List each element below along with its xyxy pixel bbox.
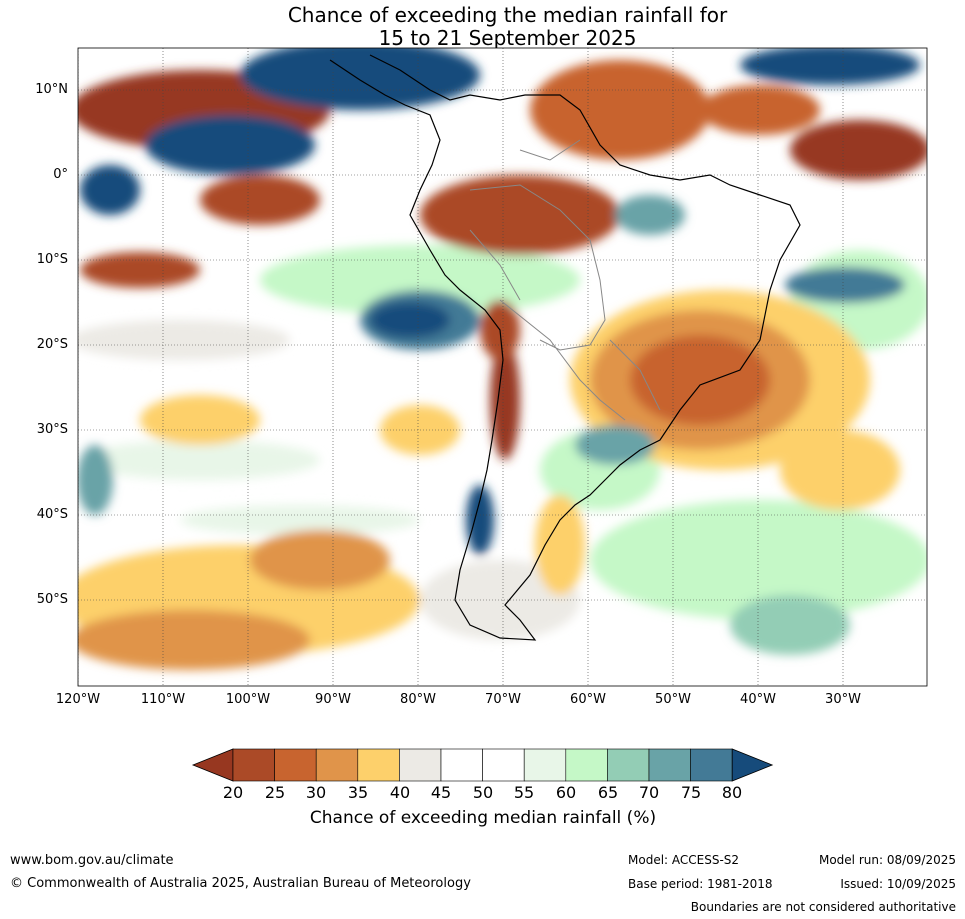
cbar-tick-60: 60 bbox=[555, 783, 577, 802]
lat-label-40s: 40°S bbox=[36, 507, 68, 522]
lon-label-70w: 70°W bbox=[485, 692, 521, 707]
coastline bbox=[329, 54, 801, 641]
copyright-text: © Commonwealth of Australia 2025, Austra… bbox=[10, 876, 471, 891]
lon-label-110w: 110°W bbox=[140, 692, 186, 707]
issued-date: Issued: 10/09/2025 bbox=[840, 877, 956, 891]
cbar-cell bbox=[607, 748, 650, 782]
cbar-tick-80: 80 bbox=[721, 783, 743, 802]
model-run-date: Model run: 08/09/2025 bbox=[818, 853, 956, 867]
colorbar bbox=[191, 748, 774, 782]
cbar-cell bbox=[274, 748, 317, 782]
cbar-tick-25: 25 bbox=[264, 783, 286, 802]
cbar-tick-55: 55 bbox=[513, 783, 535, 802]
cbar-tick-70: 70 bbox=[638, 783, 660, 802]
map-frame bbox=[77, 47, 928, 687]
cbar-cell bbox=[440, 748, 483, 782]
website-link[interactable]: www.bom.gov.au/climate bbox=[10, 853, 174, 868]
cbar-cell bbox=[232, 748, 275, 782]
cbar-cell bbox=[648, 748, 691, 782]
lat-label-30s: 30°S bbox=[36, 422, 68, 437]
cbar-cell bbox=[315, 748, 359, 782]
cbar-cell bbox=[523, 748, 567, 782]
lat-label-10s: 10°S bbox=[36, 252, 68, 267]
lon-label-90w: 90°W bbox=[315, 692, 351, 707]
lat-label-10n: 10°N bbox=[35, 82, 68, 97]
base-period: Base period: 1981-2018 bbox=[628, 877, 773, 891]
cbar-tick-30: 30 bbox=[305, 783, 327, 802]
map-gridlines bbox=[78, 48, 927, 686]
cbar-tick-75: 75 bbox=[680, 783, 702, 802]
colorbar-label: Chance of exceeding median rainfall (%) bbox=[309, 808, 657, 828]
model-name: Model: ACCESS-S2 bbox=[628, 853, 740, 867]
lon-label-120w: 120°W bbox=[55, 692, 101, 707]
lon-label-80w: 80°W bbox=[400, 692, 436, 707]
map-title-line1: Chance of exceeding the median rainfall … bbox=[287, 3, 728, 27]
lat-label-50s: 50°S bbox=[36, 592, 68, 607]
cbar-tick-50: 50 bbox=[472, 783, 494, 802]
cbar-tick-20: 20 bbox=[222, 783, 244, 802]
cbar-cell bbox=[482, 748, 525, 782]
map-title-line2: 15 to 21 September 2025 bbox=[378, 26, 637, 50]
lon-label-30w: 30°W bbox=[825, 692, 861, 707]
boundaries-disclaimer: Boundaries are not considered authoritat… bbox=[690, 900, 956, 914]
lat-label-20s: 20°S bbox=[36, 337, 68, 352]
cbar-cell bbox=[565, 748, 608, 782]
cbar-tick-65: 65 bbox=[597, 783, 619, 802]
map-title: Chance of exceeding the median rainfall … bbox=[0, 4, 965, 50]
national-borders bbox=[469, 139, 661, 421]
lon-label-50w: 50°W bbox=[655, 692, 691, 707]
cbar-cell bbox=[357, 748, 400, 782]
map-field bbox=[78, 48, 927, 686]
cbar-cell bbox=[690, 748, 733, 782]
cbar-tick-35: 35 bbox=[347, 783, 369, 802]
cbar-extend-high bbox=[731, 748, 774, 782]
lon-label-40w: 40°W bbox=[740, 692, 776, 707]
cbar-cell bbox=[399, 748, 442, 782]
cbar-tick-40: 40 bbox=[389, 783, 411, 802]
lat-label-0: 0° bbox=[53, 167, 68, 182]
lon-label-60w: 60°W bbox=[570, 692, 606, 707]
cbar-tick-45: 45 bbox=[430, 783, 452, 802]
lon-label-100w: 100°W bbox=[225, 692, 271, 707]
cbar-extend-low bbox=[191, 748, 234, 782]
